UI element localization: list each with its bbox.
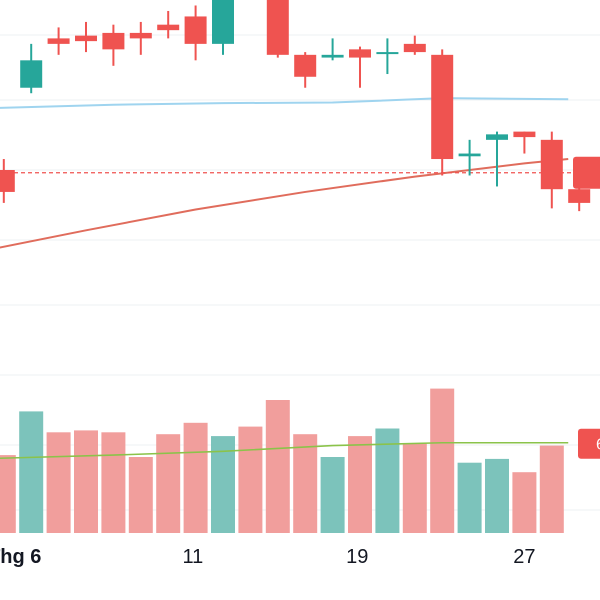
axis-tags: 6 — [573, 156, 600, 459]
volume-bar — [485, 458, 509, 533]
candle-body — [403, 43, 426, 53]
candle — [568, 186, 591, 212]
candle — [184, 5, 207, 61]
candle-body — [0, 170, 15, 192]
candle — [0, 159, 15, 203]
candle — [376, 38, 399, 75]
x-tick-label: 27 — [513, 546, 535, 568]
volume-bar — [430, 388, 455, 533]
volume-ma-line — [0, 441, 569, 460]
candle — [75, 21, 97, 53]
candle-body — [212, 0, 234, 44]
volume-tag-label: 6 — [596, 437, 600, 454]
volume-bar — [156, 434, 181, 533]
volume-bars — [0, 388, 564, 533]
candle — [20, 43, 43, 94]
volume-tag — [578, 428, 600, 459]
ma-long-line — [0, 158, 569, 249]
candle — [486, 131, 508, 187]
candle-body — [102, 32, 125, 50]
volume-bar — [183, 422, 208, 533]
candle — [212, 0, 234, 55]
candle — [294, 52, 317, 88]
candle-body — [266, 0, 289, 55]
volume-bar — [457, 462, 482, 533]
volume-bar — [265, 400, 290, 533]
volume-bar — [128, 457, 153, 533]
candles — [0, 0, 591, 212]
candle — [403, 35, 426, 55]
volume-bar — [512, 472, 537, 533]
candle-body — [157, 24, 180, 31]
ma-short-line — [0, 97, 569, 109]
moving-average-lines — [0, 97, 569, 249]
candle — [129, 21, 152, 55]
candle — [540, 131, 563, 209]
volume-bar — [0, 455, 16, 533]
current-price-tag — [573, 156, 600, 189]
candle — [513, 131, 536, 154]
candle-body — [513, 131, 536, 138]
volume-bar — [402, 443, 427, 533]
volume-bar — [46, 432, 71, 533]
volume-bar — [238, 426, 263, 533]
candle-body — [129, 32, 152, 39]
grid-layer — [0, 34, 600, 511]
candle-body — [47, 38, 70, 44]
x-tick-label: 19 — [346, 546, 368, 568]
candle-body — [75, 35, 97, 42]
volume-bar — [375, 428, 400, 533]
candle-body — [568, 189, 591, 203]
candle — [157, 10, 180, 39]
volume-bar — [348, 436, 372, 533]
candle-body — [349, 49, 371, 58]
candle-body — [431, 54, 454, 160]
candle-body — [20, 60, 43, 88]
candle-body — [458, 153, 481, 157]
candle-body — [540, 139, 563, 190]
candle — [458, 139, 481, 176]
candle-body — [184, 16, 207, 44]
candle-body — [294, 54, 317, 77]
volume-bar — [320, 457, 345, 533]
volume-bar — [19, 411, 44, 533]
candle — [266, 0, 289, 58]
volume-ma-line — [0, 441, 569, 460]
candle — [102, 24, 125, 66]
candle — [349, 46, 371, 88]
volume-bar — [293, 434, 318, 533]
candle-body — [321, 54, 344, 58]
x-tick-label: Thg 6 — [0, 546, 41, 568]
volume-bar — [74, 430, 98, 533]
x-tick-label: 11 — [182, 546, 203, 568]
volume-bar — [539, 445, 564, 533]
candle — [431, 49, 454, 176]
candle — [47, 27, 70, 55]
volume-bar — [101, 432, 126, 533]
candle-body — [376, 52, 399, 55]
candle-body — [486, 134, 508, 140]
x-axis: Thg 6 11 19 27 — [0, 546, 536, 568]
candle — [321, 38, 344, 61]
